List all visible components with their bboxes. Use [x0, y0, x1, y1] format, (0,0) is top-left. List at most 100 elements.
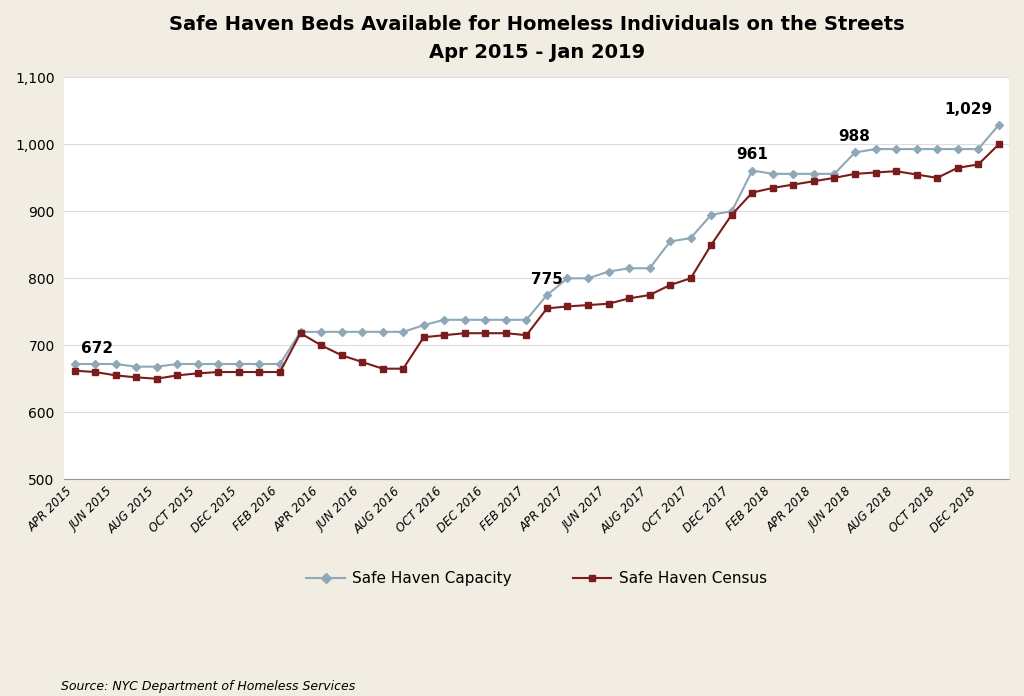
Safe Haven Capacity [972, 145, 984, 153]
Safe Haven Census [151, 374, 163, 383]
Safe Haven Capacity [253, 360, 265, 368]
Safe Haven Census [726, 210, 738, 219]
Safe Haven Capacity [910, 145, 923, 153]
Safe Haven Census [273, 368, 286, 377]
Safe Haven Census [664, 280, 676, 289]
Text: Source: NYC Department of Homeless Services: Source: NYC Department of Homeless Servi… [61, 679, 355, 693]
Safe Haven Capacity [151, 363, 163, 371]
Safe Haven Capacity [623, 264, 635, 272]
Safe Haven Census [69, 367, 81, 375]
Safe Haven Capacity [356, 328, 369, 336]
Safe Haven Capacity [849, 148, 861, 157]
Safe Haven Census [459, 329, 471, 338]
Legend: Safe Haven Capacity, Safe Haven Census: Safe Haven Capacity, Safe Haven Census [300, 564, 773, 592]
Safe Haven Capacity [726, 207, 738, 216]
Safe Haven Census [685, 274, 697, 283]
Safe Haven Census [869, 168, 882, 177]
Safe Haven Capacity [459, 315, 471, 324]
Safe Haven Capacity [500, 315, 512, 324]
Safe Haven Census [602, 299, 614, 308]
Safe Haven Census [397, 365, 410, 373]
Safe Haven Census [849, 170, 861, 178]
Line: Safe Haven Census: Safe Haven Census [72, 141, 1001, 381]
Safe Haven Census [561, 302, 573, 310]
Safe Haven Census [418, 333, 430, 341]
Safe Haven Capacity [191, 360, 204, 368]
Safe Haven Capacity [664, 237, 676, 246]
Safe Haven Capacity [992, 121, 1005, 129]
Safe Haven Capacity [438, 315, 451, 324]
Text: 1,029: 1,029 [944, 102, 992, 117]
Safe Haven Census [767, 184, 779, 192]
Safe Haven Census [336, 351, 348, 359]
Safe Haven Census [828, 174, 841, 182]
Safe Haven Capacity [212, 360, 224, 368]
Safe Haven Census [520, 331, 532, 340]
Safe Haven Capacity [869, 145, 882, 153]
Safe Haven Census [191, 369, 204, 377]
Safe Haven Census [910, 171, 923, 179]
Safe Haven Capacity [232, 360, 245, 368]
Safe Haven Capacity [110, 360, 122, 368]
Safe Haven Census [438, 331, 451, 340]
Safe Haven Census [746, 189, 759, 197]
Safe Haven Capacity [685, 234, 697, 242]
Text: 961: 961 [736, 148, 768, 162]
Safe Haven Census [972, 160, 984, 168]
Safe Haven Capacity [931, 145, 943, 153]
Safe Haven Census [643, 291, 655, 299]
Safe Haven Census [110, 371, 122, 379]
Safe Haven Capacity [808, 170, 820, 178]
Safe Haven Capacity [951, 145, 964, 153]
Safe Haven Capacity [69, 360, 81, 368]
Safe Haven Capacity [541, 291, 553, 299]
Safe Haven Capacity [890, 145, 902, 153]
Safe Haven Capacity [767, 170, 779, 178]
Safe Haven Capacity [377, 328, 389, 336]
Safe Haven Census [787, 180, 800, 189]
Text: 988: 988 [839, 129, 870, 144]
Safe Haven Census [931, 174, 943, 182]
Safe Haven Census [541, 304, 553, 313]
Safe Haven Census [479, 329, 492, 338]
Safe Haven Capacity [273, 360, 286, 368]
Safe Haven Capacity [418, 321, 430, 329]
Safe Haven Capacity [643, 264, 655, 272]
Title: Safe Haven Beds Available for Homeless Individuals on the Streets
Apr 2015 - Jan: Safe Haven Beds Available for Homeless I… [169, 15, 904, 62]
Safe Haven Census [171, 371, 183, 379]
Safe Haven Capacity [602, 267, 614, 276]
Safe Haven Census [992, 140, 1005, 148]
Safe Haven Census [377, 365, 389, 373]
Safe Haven Capacity [171, 360, 183, 368]
Safe Haven Capacity [582, 274, 594, 283]
Safe Haven Capacity [706, 210, 718, 219]
Safe Haven Census [294, 329, 306, 338]
Safe Haven Capacity [294, 328, 306, 336]
Safe Haven Census [890, 167, 902, 175]
Safe Haven Capacity [130, 363, 142, 371]
Safe Haven Capacity [336, 328, 348, 336]
Safe Haven Census [212, 368, 224, 377]
Line: Safe Haven Capacity: Safe Haven Capacity [72, 122, 1001, 370]
Text: 775: 775 [530, 272, 562, 287]
Safe Haven Census [808, 177, 820, 185]
Safe Haven Capacity [561, 274, 573, 283]
Safe Haven Census [623, 294, 635, 303]
Safe Haven Census [130, 373, 142, 381]
Safe Haven Capacity [520, 315, 532, 324]
Safe Haven Capacity [787, 170, 800, 178]
Safe Haven Capacity [828, 170, 841, 178]
Safe Haven Census [500, 329, 512, 338]
Safe Haven Capacity [89, 360, 101, 368]
Safe Haven Capacity [479, 315, 492, 324]
Safe Haven Capacity [397, 328, 410, 336]
Safe Haven Census [89, 368, 101, 377]
Safe Haven Census [232, 368, 245, 377]
Safe Haven Census [951, 164, 964, 172]
Safe Haven Capacity [746, 166, 759, 175]
Safe Haven Census [253, 368, 265, 377]
Safe Haven Census [706, 241, 718, 249]
Text: 672: 672 [81, 341, 113, 356]
Safe Haven Census [356, 358, 369, 366]
Safe Haven Census [315, 341, 328, 349]
